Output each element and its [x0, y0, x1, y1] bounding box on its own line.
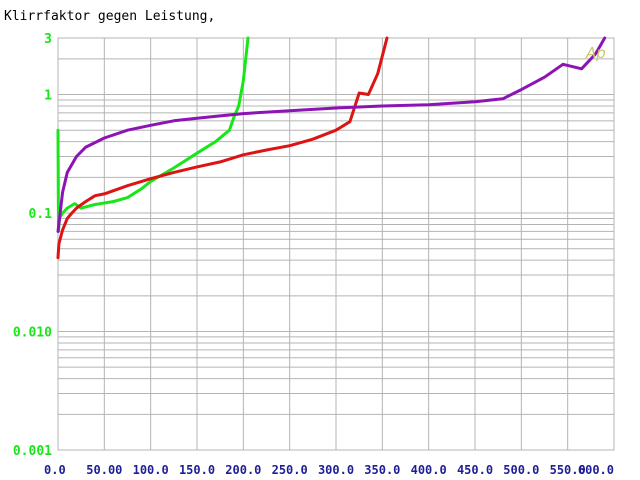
- x-tick-label: 450.0: [457, 463, 493, 477]
- y-tick-label: 0.001: [13, 444, 52, 459]
- y-tick-label: 3: [44, 32, 52, 47]
- x-tick-label: 500.0: [503, 463, 539, 477]
- y-tick-label: 1: [44, 89, 52, 104]
- x-tick-label: 50.00: [86, 463, 122, 477]
- chart-title: Klirrfaktor gegen Leistung,: [4, 9, 215, 24]
- y-tick-labels: 3 1 0.1 0.010 0.001: [13, 32, 52, 459]
- x-tick-label: 300.0: [318, 463, 354, 477]
- x-tick-label: 600.0: [578, 463, 614, 477]
- x-tick-label: 250.0: [272, 463, 308, 477]
- ap-logo: Ap: [585, 44, 606, 62]
- series-line: [56, 36, 389, 260]
- y-tick-label: 0.1: [29, 207, 53, 222]
- x-tick-label: 150.0: [179, 463, 215, 477]
- series-line: [56, 36, 607, 233]
- x-tick-label: 0.0: [44, 463, 66, 477]
- x-tick-label: 200.0: [225, 463, 261, 477]
- grid: [57, 37, 615, 451]
- x-tick-label: 100.0: [133, 463, 169, 477]
- series-layer: [56, 36, 607, 260]
- x-tick-label: 550.0: [550, 463, 586, 477]
- x-tick-label: 400.0: [411, 463, 447, 477]
- x-tick-labels: 0.0 50.00 100.0 150.0 200.0 250.0 300.0 350.0 40…: [44, 463, 614, 477]
- series-line: [56, 36, 250, 233]
- x-tick-label: 350.0: [364, 463, 400, 477]
- y-tick-label: 0.010: [13, 326, 52, 341]
